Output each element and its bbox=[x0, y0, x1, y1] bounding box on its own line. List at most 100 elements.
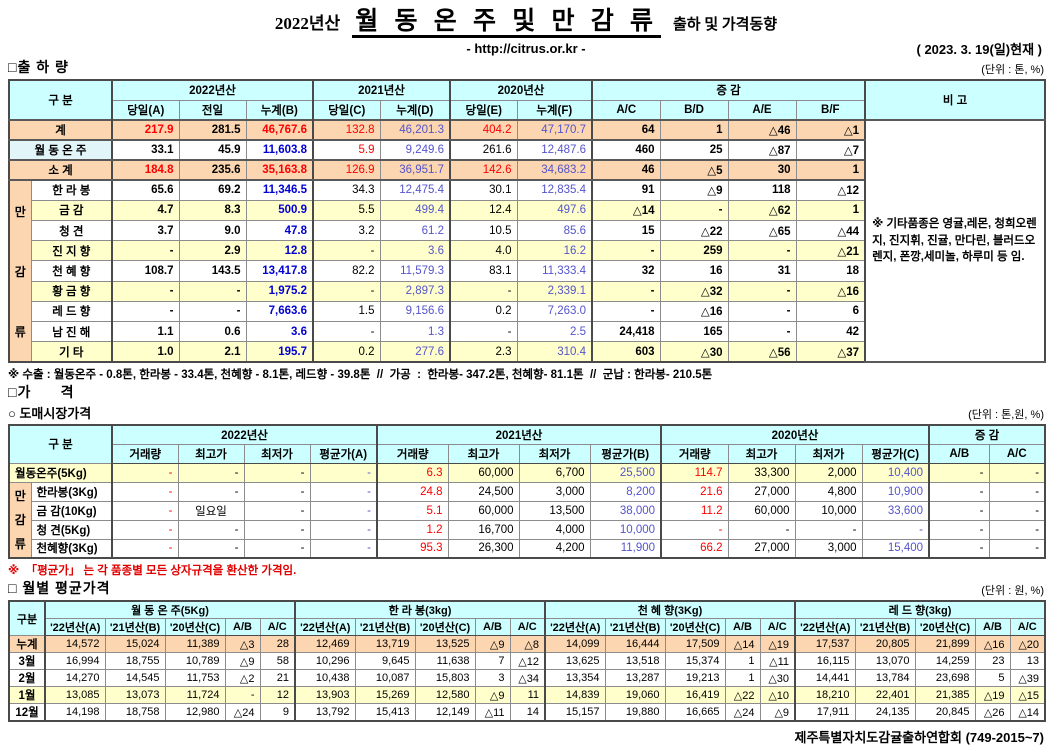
value-cell: 30.1 bbox=[449, 179, 518, 201]
shipment-row: 소 계 184.8 235.6 35,163.8 126.9 36,951.7 142.6 3… bbox=[8, 159, 1045, 181]
value-cell: 24,500 bbox=[447, 481, 520, 502]
value-cell: 12.4 bbox=[449, 199, 518, 221]
row-label: 금 감 bbox=[30, 199, 113, 221]
value-cell: △30 bbox=[759, 669, 796, 687]
value-cell: - bbox=[988, 519, 1046, 540]
monthly-row: 12월 14,198 18,758 12,980 △24 9 13,792 15,413 12,… bbox=[8, 703, 1046, 722]
value-cell: 18,210 bbox=[794, 686, 856, 704]
shipment-heading: □출 하 량 bbox=[8, 59, 69, 75]
value-cell: - bbox=[111, 300, 180, 323]
value-cell: 0.2 bbox=[449, 300, 518, 323]
value-cell: 10,900 bbox=[861, 481, 930, 502]
value-cell: △9 bbox=[224, 652, 261, 670]
value-cell: 1.3 bbox=[379, 321, 451, 343]
value-cell: 0.6 bbox=[178, 321, 247, 343]
value-cell: 47.8 bbox=[245, 219, 314, 242]
value-cell: 18,755 bbox=[104, 652, 166, 670]
column-subheader: '22년산(A) bbox=[544, 618, 606, 636]
row-label: 월동온주(5Kg) bbox=[8, 462, 113, 483]
value-cell: 69.2 bbox=[178, 179, 247, 201]
row-label: 레 드 향 bbox=[30, 300, 113, 323]
column-subheader: A/C bbox=[509, 618, 546, 636]
value-cell: 259 bbox=[659, 240, 729, 262]
value-cell: 11,753 bbox=[164, 669, 226, 687]
value-cell: △26 bbox=[974, 703, 1011, 722]
value-cell: 34.3 bbox=[312, 179, 381, 201]
shipment-row: 남 진 해 1.1 0.6 3.6-1.3-2.5 24,418 165-42 bbox=[9, 321, 1045, 343]
value-cell: △46 bbox=[727, 119, 797, 141]
value-cell: 13 bbox=[1009, 652, 1046, 670]
value-cell: - bbox=[309, 538, 378, 559]
value-cell: 10,789 bbox=[164, 652, 226, 670]
value-cell: - bbox=[178, 280, 247, 302]
price-row: 천혜향(3Kg) - - - -95.3 26,300 4,200 11,900 66.2 27,… bbox=[9, 538, 1046, 559]
column-header-diff: 증 감 bbox=[591, 79, 866, 101]
value-cell: 12,580 bbox=[414, 686, 476, 704]
value-cell: - bbox=[177, 519, 245, 540]
value-cell: 14,545 bbox=[104, 669, 166, 687]
value-cell: 60,000 bbox=[727, 500, 796, 521]
value-cell: - bbox=[928, 500, 990, 521]
column-subheader: A/B bbox=[724, 618, 761, 636]
value-cell: △9 bbox=[474, 635, 511, 653]
column-subheader: 거래량 bbox=[660, 443, 729, 464]
shipment-row: 계 217.9 281.5 46,767.6 132.8 46,201.3 404.2 47,… bbox=[8, 119, 1046, 363]
row-label: 3월 bbox=[8, 652, 46, 670]
column-subheader: 최고가 bbox=[727, 443, 796, 464]
row-label: 한 라 봉 bbox=[30, 179, 113, 201]
monthly-row: 누계 14,572 15,024 11,389 △3 28 12,469 13,719 13,5… bbox=[8, 635, 1046, 653]
value-cell: △30 bbox=[659, 341, 729, 363]
value-cell: 11,900 bbox=[589, 538, 662, 559]
value-cell: 83.1 bbox=[449, 260, 518, 282]
value-cell: 46 bbox=[591, 159, 661, 181]
column-subheader: '21년산(B) bbox=[604, 618, 666, 636]
column-subheader: 누계(F) bbox=[516, 99, 593, 121]
value-cell: 25 bbox=[659, 139, 729, 161]
title-year: 2022년산 bbox=[274, 14, 341, 33]
value-cell: 19,213 bbox=[664, 669, 726, 687]
column-subheader: A/B bbox=[224, 618, 261, 636]
value-cell: 7,663.6 bbox=[245, 300, 314, 323]
value-cell: △39 bbox=[1009, 669, 1046, 687]
monthly-row: 1월 13,085 13,073 11,724-12 13,903 15,269 12,58… bbox=[8, 686, 1046, 704]
value-cell: - bbox=[988, 481, 1046, 502]
column-header-gubun: 구 분 bbox=[8, 424, 113, 464]
column-subheader: 최저가 bbox=[794, 443, 863, 464]
value-cell: - bbox=[309, 481, 378, 502]
value-cell: 5 bbox=[974, 669, 1011, 687]
value-cell: 31 bbox=[727, 260, 797, 282]
column-subheader: 거래량 bbox=[376, 443, 449, 464]
value-cell: 16.2 bbox=[516, 240, 593, 262]
value-cell: 3.6 bbox=[245, 321, 314, 343]
column-subheader: '22년산(A) bbox=[794, 618, 856, 636]
value-cell: 18,758 bbox=[104, 703, 166, 722]
value-cell: - bbox=[111, 500, 179, 521]
row-label: 누계 bbox=[8, 635, 46, 653]
value-cell: △22 bbox=[724, 686, 761, 704]
value-cell: 13,719 bbox=[354, 635, 416, 653]
value-cell: - bbox=[449, 321, 518, 343]
value-cell: 12,149 bbox=[414, 703, 476, 722]
price-row: 만 감 류 한라봉(3Kg) - - - -24.8 24,500 3,000 8,200 21.6 2… bbox=[8, 481, 1046, 559]
value-cell: - bbox=[727, 280, 797, 302]
value-cell: 2.9 bbox=[178, 240, 247, 262]
shipment-row: 월 동 온 주 33.1 45.9 11,603.8 5.9 9,249.6 261.6 12… bbox=[8, 139, 1045, 161]
value-cell: 35,163.8 bbox=[245, 159, 314, 181]
value-cell: 13,500 bbox=[518, 500, 591, 521]
value-cell: 12,475.4 bbox=[379, 179, 451, 201]
value-cell: - bbox=[312, 280, 381, 302]
column-header-year-2022: 2022년산 bbox=[111, 79, 314, 101]
value-cell: 16,665 bbox=[664, 703, 726, 722]
value-cell: 235.6 bbox=[178, 159, 247, 181]
value-cell: 9,156.6 bbox=[379, 300, 451, 323]
value-cell: 21.6 bbox=[660, 481, 729, 502]
value-cell: 2,897.3 bbox=[379, 280, 451, 302]
value-cell: 16,700 bbox=[447, 519, 520, 540]
row-label: 한라봉(3Kg) bbox=[30, 481, 113, 502]
value-cell: 13,354 bbox=[544, 669, 606, 687]
value-cell: △9 bbox=[474, 686, 511, 704]
value-cell: 1 bbox=[795, 199, 866, 221]
value-cell: △7 bbox=[795, 139, 866, 161]
